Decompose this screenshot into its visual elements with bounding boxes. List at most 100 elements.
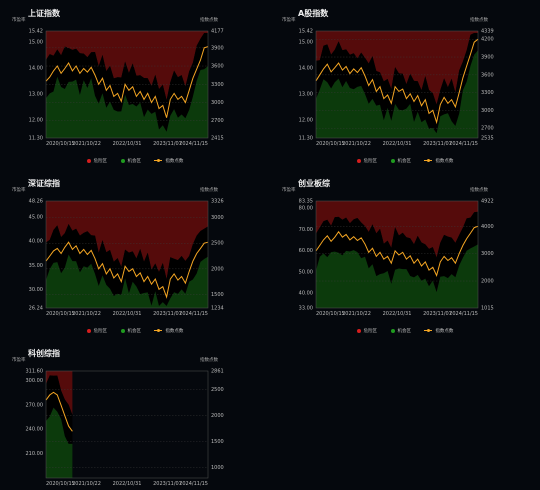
right-tick-label: 3326	[211, 199, 224, 205]
legend-item-danger[interactable]: 危险区	[86, 328, 108, 334]
right-tick-label: 3300	[211, 82, 224, 88]
x-tick-label: 2023/11/07	[423, 311, 452, 317]
legend-item-opportunity[interactable]: 机会区	[120, 158, 141, 164]
x-tick-label: 2023/11/07	[423, 141, 452, 147]
legend-item-danger[interactable]: 危险区	[356, 158, 378, 164]
left-axis-title: 市盈率	[282, 188, 296, 193]
legend-item-opportunity[interactable]: 机会区	[120, 328, 142, 334]
x-tick-label: 2023/11/07	[153, 311, 182, 317]
index-series-line	[315, 225, 479, 277]
chart-title: 上证指数	[28, 9, 60, 18]
legend-item-opportunity[interactable]: 机会区	[390, 328, 412, 334]
legend-item-danger[interactable]: 危险区	[86, 158, 108, 164]
right-tick-label: 1015	[481, 306, 494, 312]
left-axis-title: 市盈率	[12, 188, 26, 193]
x-tick-label: 2021/10/22	[342, 141, 371, 147]
right-axis-title: 指数点数	[200, 188, 218, 193]
left-tick-label: 33.00	[299, 306, 313, 312]
danger-zone-area	[46, 201, 208, 280]
chart-panel-chinext: 创业板综 市盈率 指数点数 83.35 80.00 70.00 60.00 50.00 4…	[270, 170, 540, 340]
left-tick-label: 15.42	[29, 29, 43, 35]
legend-item-index[interactable]: 指数点数	[154, 158, 183, 164]
right-tick-label: 2861	[211, 369, 224, 375]
left-tick-label: 240.00	[26, 427, 44, 433]
right-tick-label: 2700	[211, 118, 224, 124]
right-tick-label: 4922	[481, 199, 494, 205]
right-tick-label: 4339	[481, 29, 494, 35]
legend-item-danger[interactable]: 危险区	[356, 328, 378, 334]
legend-label-opportunity: 机会区	[127, 329, 142, 334]
x-tick-label: 2022/10/31	[113, 481, 142, 487]
left-tick-label: 13.00	[299, 91, 313, 97]
left-tick-label: 30.00	[29, 287, 43, 293]
right-tick-label: 2700	[481, 126, 494, 132]
x-tick-label: 2023/11/07	[153, 481, 182, 487]
x-tick-label: 2023/11/07	[153, 141, 182, 147]
legend: 危险区 机会区 指数点数	[0, 158, 270, 164]
danger-zone-area	[46, 371, 73, 415]
neutral-zone-area	[46, 33, 208, 132]
right-tick-label: 2500	[211, 241, 224, 247]
chart-title: 创业板综	[298, 179, 330, 188]
left-tick-label: 35.00	[29, 263, 43, 269]
legend-label-danger: 危险区	[363, 329, 378, 334]
left-axis-title: 市盈率	[282, 18, 296, 23]
chart-plot: 48.26 45.00 40.00 35.00 30.00 26.24 3326 3000 25…	[29, 199, 224, 318]
legend-label-danger: 危险区	[93, 329, 108, 334]
x-tick-label: 2020/10/15	[46, 141, 75, 147]
legend-label-danger: 危险区	[93, 159, 108, 164]
left-tick-label: 15.42	[299, 29, 313, 35]
legend-label-danger: 危险区	[363, 159, 378, 164]
x-tick-label: 2021/10/22	[72, 311, 101, 317]
left-tick-label: 11.30	[29, 136, 43, 142]
legend-item-opportunity[interactable]: 机会区	[390, 158, 412, 164]
legend-label-index: 指数点数	[165, 159, 184, 164]
legend-item-index[interactable]: 指数点数	[154, 328, 183, 334]
left-tick-label: 45.00	[29, 214, 43, 220]
x-tick-label: 2022/10/31	[383, 141, 412, 147]
left-tick-label: 83.35	[299, 199, 313, 205]
plot-frame	[315, 200, 479, 309]
left-tick-label: 80.00	[299, 206, 313, 212]
plot-frame	[45, 200, 209, 309]
legend: 危险区 机会区 指数点数	[0, 328, 270, 334]
x-tick-label: 2024/11/15	[449, 141, 478, 147]
legend-label-opportunity: 机会区	[397, 329, 412, 334]
chart-title: A股指数	[298, 9, 329, 18]
x-tick-label: 2020/10/15	[46, 481, 75, 487]
legend-label-index: 指数点数	[165, 329, 184, 334]
left-tick-label: 48.26	[29, 199, 43, 205]
right-tick-label: 3600	[211, 64, 224, 70]
x-tick-label: 2022/10/31	[113, 311, 142, 317]
x-tick-label: 2020/10/15	[316, 141, 345, 147]
right-tick-label: 3000	[211, 100, 224, 106]
legend-item-index[interactable]: 指数点数	[424, 158, 453, 164]
x-tick-label: 2024/11/15	[179, 481, 208, 487]
right-tick-label: 3900	[211, 45, 224, 51]
legend-item-index[interactable]: 指数点数	[424, 328, 453, 334]
chart-panel-sse: 上证指数 市盈率 指数点数 15.42 15.00 14.00 13.00 12.00 1…	[0, 0, 270, 170]
left-tick-label: 14.00	[299, 65, 313, 71]
left-tick-label: 15.00	[299, 39, 313, 45]
left-tick-label: 26.24	[29, 306, 43, 312]
right-axis-title: 指数点数	[470, 18, 488, 23]
chart-panel-star: 科创综指 市盈率 指数点数 311.60 300.00 270.00 240.00 21…	[0, 340, 270, 487]
left-tick-label: 12.00	[29, 117, 43, 123]
legend-label-opportunity: 机会区	[397, 159, 412, 164]
x-tick-label: 2020/10/15	[46, 311, 75, 317]
right-tick-label: 2000	[211, 413, 224, 419]
x-tick-label: 2024/11/15	[179, 141, 208, 147]
right-tick-label: 1500	[211, 292, 224, 298]
left-tick-label: 40.00	[29, 239, 43, 245]
opportunity-zone-area	[46, 254, 208, 308]
right-tick-label: 3000	[211, 215, 224, 221]
chart-panel-szse: 深证综指 市盈率 指数点数 48.26 45.00 40.00 35.00 30.00 2…	[0, 170, 270, 340]
danger-zone-area	[316, 31, 478, 105]
left-tick-label: 50.00	[299, 269, 313, 275]
x-tick-label: 2024/11/15	[179, 311, 208, 317]
chart-title: 科创综指	[28, 349, 60, 358]
left-tick-label: 311.60	[26, 369, 44, 375]
right-tick-label: 2000	[481, 279, 494, 285]
